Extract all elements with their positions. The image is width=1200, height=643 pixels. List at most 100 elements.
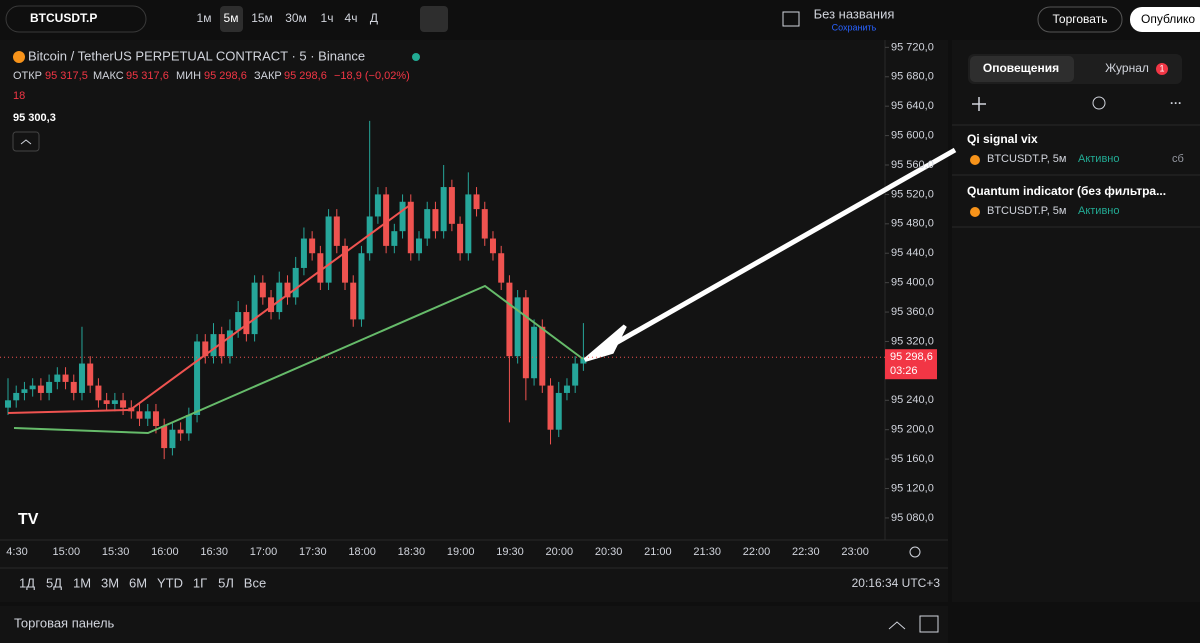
candle-body [514, 297, 521, 357]
range-button[interactable]: Все [244, 575, 266, 590]
badge-count: 1 [1159, 63, 1164, 73]
x-tick-label: 21:30 [693, 546, 721, 558]
candle-body [481, 209, 488, 239]
settings-icon[interactable] [909, 546, 921, 558]
x-tick-label: 17:30 [299, 546, 327, 558]
range-button[interactable]: YTD [157, 575, 183, 590]
candle-body [555, 392, 562, 430]
publish-button[interactable] [1130, 7, 1200, 32]
crosshair-price: 95 300,3 [13, 112, 56, 124]
badge [1156, 63, 1168, 75]
layout-icon[interactable] [782, 11, 800, 27]
candle-body [358, 253, 365, 320]
ohlc-value: 95 298,6 [204, 70, 247, 82]
candle-body [416, 238, 422, 254]
coin-icon [970, 155, 980, 165]
candle-body [177, 429, 184, 434]
ranges: 1Д 5Д 1М 3М 6М YTD 1Г 5Л Все [19, 575, 266, 590]
countdown: 03:26 [890, 365, 918, 377]
y-tick-label: 95 320,0 [891, 335, 934, 347]
candle-body [374, 194, 381, 217]
candle-body [111, 400, 118, 404]
candle-body [457, 223, 464, 254]
last-price-tag [885, 349, 937, 380]
candle-body [251, 282, 258, 335]
tab[interactable]: Оповещения [983, 61, 1059, 75]
candle-body [506, 282, 513, 357]
indicator-line-green [13, 284, 584, 435]
more-icon[interactable]: ··· [1170, 96, 1182, 110]
candle-body [218, 334, 225, 357]
collapse-icon [20, 139, 32, 145]
symbol[interactable]: BTCUSDT.P [30, 11, 97, 25]
candle-body [309, 238, 316, 254]
y-tick-label: 95 600,0 [891, 129, 934, 141]
candle-body [169, 429, 176, 449]
trading-panel-label[interactable]: Торговая панель [14, 615, 115, 630]
x-tick-label: 16:00 [151, 546, 179, 558]
range-button[interactable]: 1Г [193, 575, 207, 590]
range-button[interactable]: 5Л [218, 575, 234, 590]
candle-body [13, 392, 20, 401]
y-tick-label: 95 520,0 [891, 188, 934, 200]
candle-body [152, 411, 159, 427]
y-tick-label: 95 160,0 [891, 453, 934, 465]
range-button[interactable]: 1М [73, 575, 91, 590]
candle-body [185, 415, 192, 434]
interval[interactable]: 5м [224, 11, 239, 25]
candle-body [407, 201, 414, 254]
range-button[interactable]: 6М [129, 575, 147, 590]
collapse-button[interactable] [12, 131, 40, 152]
x-tick-label: 22:00 [743, 546, 771, 558]
candle-body [259, 282, 266, 298]
publish-label[interactable]: Опублико [1141, 12, 1195, 26]
alert-title[interactable]: Qi signal vix [967, 132, 1038, 146]
search-icon[interactable] [1092, 96, 1106, 110]
symbol-search[interactable] [5, 5, 147, 33]
interval[interactable]: 1ч [321, 11, 334, 25]
alert-symbol: BTCUSDT.P, 5м [987, 153, 1067, 165]
ohlc-label: ОТКР [13, 70, 42, 82]
expand-icon[interactable] [888, 621, 906, 630]
save-label[interactable]: Сохранить [832, 22, 877, 32]
candle-body [342, 245, 349, 283]
candle-body [473, 194, 480, 210]
interval[interactable]: Д [370, 11, 378, 25]
add-alert[interactable] [972, 97, 986, 111]
y-tick-label: 95 360,0 [891, 306, 934, 318]
layout-name[interactable]: Без названия [814, 6, 895, 21]
indicator-line-red [7, 204, 411, 414]
candle-body [440, 187, 447, 232]
chart-type-button[interactable] [420, 6, 448, 32]
candle-body [284, 282, 291, 298]
trade-label[interactable]: Торговать [1053, 12, 1108, 26]
x-tick-label: 16:30 [200, 546, 228, 558]
tab[interactable]: Журнал [1105, 61, 1149, 75]
interval[interactable]: 4ч [345, 11, 358, 25]
candle-body [300, 238, 307, 268]
maximize-icon[interactable] [919, 615, 939, 633]
ohlc-value: 95 298,6 [284, 70, 327, 82]
coin-icon [970, 207, 980, 217]
candle-body [563, 385, 570, 393]
x-tick-label: 18:00 [348, 546, 376, 558]
range-button[interactable]: 3М [101, 575, 119, 590]
candle-body [202, 341, 209, 357]
interval[interactable]: 30м [285, 11, 307, 25]
range-button[interactable]: 1Д [19, 575, 35, 590]
candle-body [62, 374, 69, 382]
y-tick-label: 95 720,0 [891, 41, 934, 53]
trade-button[interactable] [1037, 6, 1123, 33]
alert-title[interactable]: Quantum indicator (без фильтра... [967, 184, 1166, 198]
active-tab[interactable] [970, 56, 1074, 82]
chart-pane [0, 40, 948, 602]
range-button[interactable]: 5Д [46, 575, 62, 590]
candle-body [161, 426, 168, 449]
y-tick-label: 95 560,0 [891, 159, 934, 171]
candle-body [120, 400, 127, 408]
ohlc-change: −18,9 (−0,02%) [334, 70, 410, 82]
interval[interactable]: 15м [251, 11, 273, 25]
candle-body [243, 312, 250, 335]
candle-body [5, 400, 11, 408]
interval[interactable]: 1м [197, 11, 212, 25]
